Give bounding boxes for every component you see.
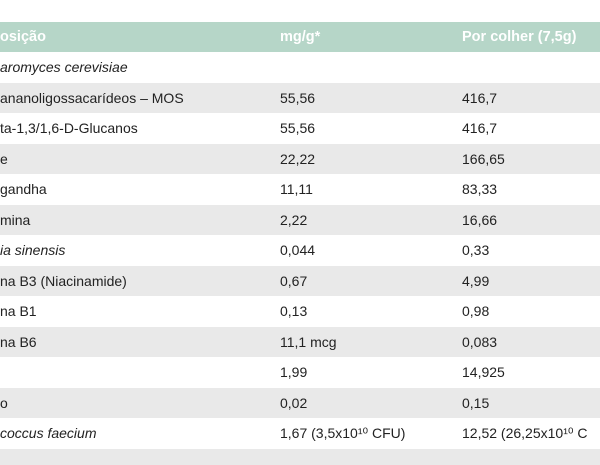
- row-ingredient: na B3 (Niacinamide): [0, 272, 127, 289]
- table-row: ia sinensis 0,044 0,33: [0, 235, 600, 266]
- row-mg-per-g: 1,67 (3,5x10¹⁰ CFU): [280, 424, 406, 441]
- table-row: ta-1,3/1,6-D-Glucanos 55,56 416,7: [0, 113, 600, 144]
- row-per-scoop: 0,15: [462, 394, 490, 411]
- row-per-scoop: 0,33: [462, 242, 490, 259]
- row-ingredient: ananoligossacarídeos – MOS: [0, 89, 184, 106]
- table-header: osição mg/g* Por colher (7,5g): [0, 22, 600, 52]
- row-mg-per-g: 2,22: [280, 211, 308, 228]
- row-ingredient: na B6: [0, 333, 37, 350]
- header-mg-per-g: mg/g*: [280, 29, 321, 45]
- next-row-stub: [0, 449, 600, 465]
- row-ingredient: coccus faecium: [0, 425, 97, 442]
- row-mg-per-g: 55,56: [280, 89, 316, 106]
- row-mg-per-g: 55,56: [280, 120, 316, 137]
- row-mg-per-g: 22,22: [280, 150, 316, 167]
- table-row: 1,99 14,925: [0, 357, 600, 388]
- row-ingredient: ta-1,3/1,6-D-Glucanos: [0, 120, 138, 137]
- row-per-scoop: 16,66: [462, 211, 498, 228]
- header-per-scoop: Por colher (7,5g): [462, 29, 577, 45]
- table-row: ananoligossacarídeos – MOS 55,56 416,7: [0, 82, 600, 113]
- row-mg-per-g: 11,1 mcg: [280, 333, 337, 350]
- table-row: na B3 (Niacinamide) 0,67 4,99: [0, 265, 600, 296]
- table-row: e 22,22 166,65: [0, 143, 600, 174]
- table-row: na B6 11,1 mcg 0,083: [0, 326, 600, 357]
- row-per-scoop: 416,7: [462, 89, 498, 106]
- row-per-scoop: 4,99: [462, 272, 490, 289]
- row-mg-per-g: 11,11: [280, 181, 313, 198]
- row-per-scoop: 0,083: [462, 333, 498, 350]
- row-per-scoop: 83,33: [462, 181, 498, 198]
- row-per-scoop: 14,925: [462, 364, 505, 381]
- row-mg-per-g: 0,67: [280, 272, 308, 289]
- row-mg-per-g: 0,02: [280, 394, 308, 411]
- header-composition: osição: [0, 29, 46, 45]
- row-ingredient: e: [0, 150, 8, 167]
- table-row: o 0,02 0,15: [0, 387, 600, 418]
- row-ingredient: na B1: [0, 303, 37, 320]
- table-row: gandha 11,11 83,33: [0, 174, 600, 205]
- row-mg-per-g: 0,044: [280, 242, 316, 259]
- row-mg-per-g: 1,99: [280, 364, 308, 381]
- row-ingredient: gandha: [0, 181, 47, 198]
- row-per-scoop: 416,7: [462, 120, 498, 137]
- row-mg-per-g: 0,13: [280, 303, 308, 320]
- table-row: aromyces cerevisiae: [0, 52, 600, 83]
- composition-table: osição mg/g* Por colher (7,5g) aromyces …: [0, 22, 600, 449]
- row-ingredient: aromyces cerevisiae: [0, 59, 128, 76]
- table-row: na B1 0,13 0,98: [0, 296, 600, 327]
- row-ingredient: ia sinensis: [0, 242, 66, 259]
- row-per-scoop: 166,65: [462, 150, 505, 167]
- table-row: coccus faecium 1,67 (3,5x10¹⁰ CFU) 12,52…: [0, 418, 600, 449]
- row-ingredient: o: [0, 394, 8, 411]
- table-row: mina 2,22 16,66: [0, 204, 600, 235]
- row-per-scoop: 12,52 (26,25x10¹⁰ C: [462, 424, 588, 441]
- row-per-scoop: 0,98: [462, 303, 490, 320]
- row-ingredient: mina: [0, 211, 31, 228]
